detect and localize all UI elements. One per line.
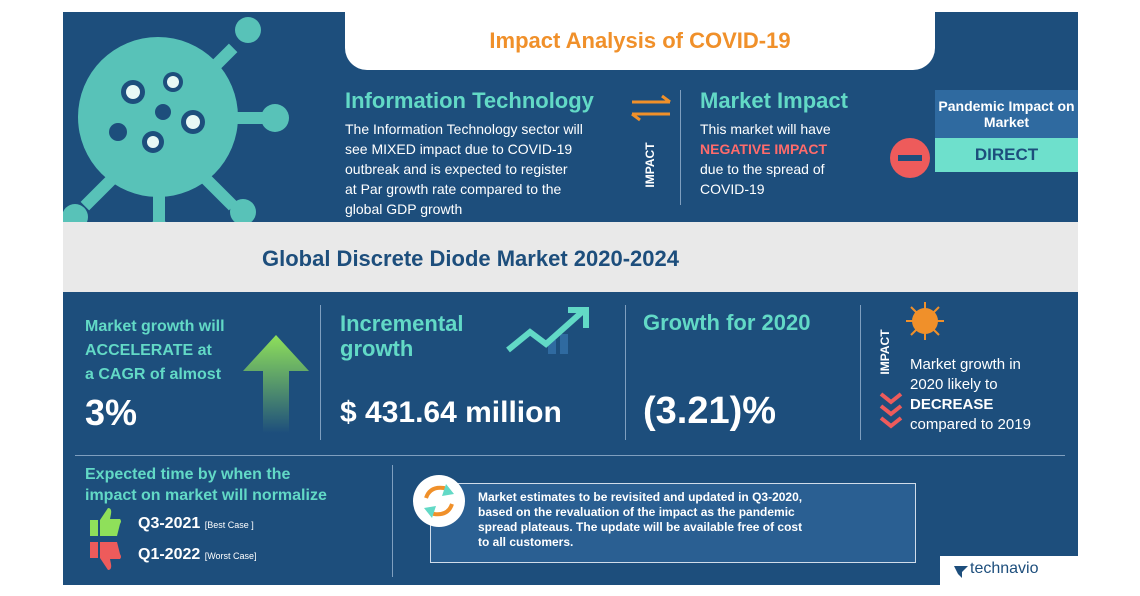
- header-tab: [345, 12, 935, 70]
- brand-icon: [954, 566, 968, 578]
- text-line: Incremental: [340, 311, 464, 336]
- text-line: 2020 likely to: [910, 376, 998, 393]
- incremental-title: Incremental growth: [340, 311, 464, 361]
- best-label: [Best Case ]: [204, 520, 254, 530]
- text-line: growth: [340, 336, 414, 361]
- text-line: Market growth will: [85, 318, 225, 335]
- best-date: Q3-2021: [138, 515, 201, 532]
- divider: [860, 305, 861, 440]
- text-line: see MIXED impact due to COVID-19: [345, 141, 573, 157]
- text-line: spread plateaus. The update will be avai…: [478, 520, 803, 534]
- text-line: COVID-19: [700, 181, 765, 197]
- impact-label: IMPACT: [878, 329, 892, 375]
- text-line: at Par growth rate compared to the: [345, 181, 562, 197]
- virus-icon: [63, 17, 289, 248]
- text-line: ACCELERATE at: [85, 342, 212, 359]
- text-line: global GDP growth: [345, 201, 463, 217]
- note-box: [430, 483, 916, 563]
- page-title: Impact Analysis of COVID-19: [489, 28, 791, 53]
- brand-name: technavio: [970, 560, 1039, 577]
- worst-case: Q1-2022 [Worst Case]: [138, 546, 257, 564]
- up-arrow-icon: [243, 335, 309, 433]
- text-line: impact on market will normalize: [85, 487, 327, 504]
- divider: [392, 465, 393, 577]
- minus-icon: [890, 138, 930, 178]
- pandemic-value: DIRECT: [935, 138, 1078, 172]
- worst-label: [Worst Case]: [204, 551, 257, 561]
- swap-arrows-icon: [631, 94, 671, 122]
- title-band: [63, 222, 1078, 292]
- chevrons-icon: [879, 392, 903, 429]
- impact-label: IMPACT: [643, 142, 657, 188]
- text-line: outbreak and is expected to register: [345, 161, 568, 177]
- divider: [320, 305, 321, 440]
- market-title: Global Discrete Diode Market 2020-2024: [262, 246, 679, 271]
- text-line: based on the revaluation of the impact a…: [478, 505, 795, 519]
- growth-chart-icon: [506, 307, 589, 354]
- text-line: Market estimates to be revisited and upd…: [478, 490, 803, 504]
- text-line: compared to 2019: [910, 416, 1031, 433]
- divider: [680, 90, 681, 205]
- sun-icon: [906, 302, 944, 340]
- pandemic-title: Pandemic Impact on Market: [935, 90, 1078, 138]
- market-impact-text: This market will have NEGATIVE IMPACT du…: [700, 119, 831, 199]
- divider: [75, 455, 1065, 456]
- outlook-text: Market growth in 2020 likely to DECREASE…: [910, 355, 1031, 435]
- thumbs-down-icon: [90, 542, 121, 570]
- worst-date: Q1-2022: [138, 546, 201, 563]
- text-line: due to the spread of: [700, 161, 825, 177]
- text-line: Market growth in: [910, 356, 1021, 373]
- text-line: The Information Technology sector will: [345, 121, 583, 137]
- market-impact-title: Market Impact: [700, 88, 848, 113]
- growth-2020-value: (3.21)%: [643, 390, 777, 432]
- refresh-icon: [413, 475, 465, 527]
- text-line: NEGATIVE IMPACT: [700, 141, 828, 157]
- cagr-text: Market growth will ACCELERATE at a CAGR …: [85, 315, 225, 387]
- normalize-title: Expected time by when the impact on mark…: [85, 464, 327, 506]
- note-text: Market estimates to be revisited and upd…: [478, 490, 802, 550]
- text-line: This market will have: [700, 121, 831, 137]
- divider: [625, 305, 626, 440]
- thumbs-up-icon: [90, 508, 121, 536]
- text-line: a CAGR of almost: [85, 366, 222, 383]
- growth-2020-title: Growth for 2020: [643, 310, 811, 335]
- sector-text: The Information Technology sector will s…: [345, 119, 583, 219]
- sector-title: Information Technology: [345, 88, 594, 113]
- incremental-value: $ 431.64 million: [340, 396, 562, 429]
- best-case: Q3-2021 [Best Case ]: [138, 515, 254, 533]
- text-line: DECREASE: [910, 396, 994, 413]
- text-line: Expected time by when the: [85, 466, 291, 483]
- cagr-value: 3%: [85, 392, 138, 433]
- text-line: to all customers.: [478, 535, 574, 549]
